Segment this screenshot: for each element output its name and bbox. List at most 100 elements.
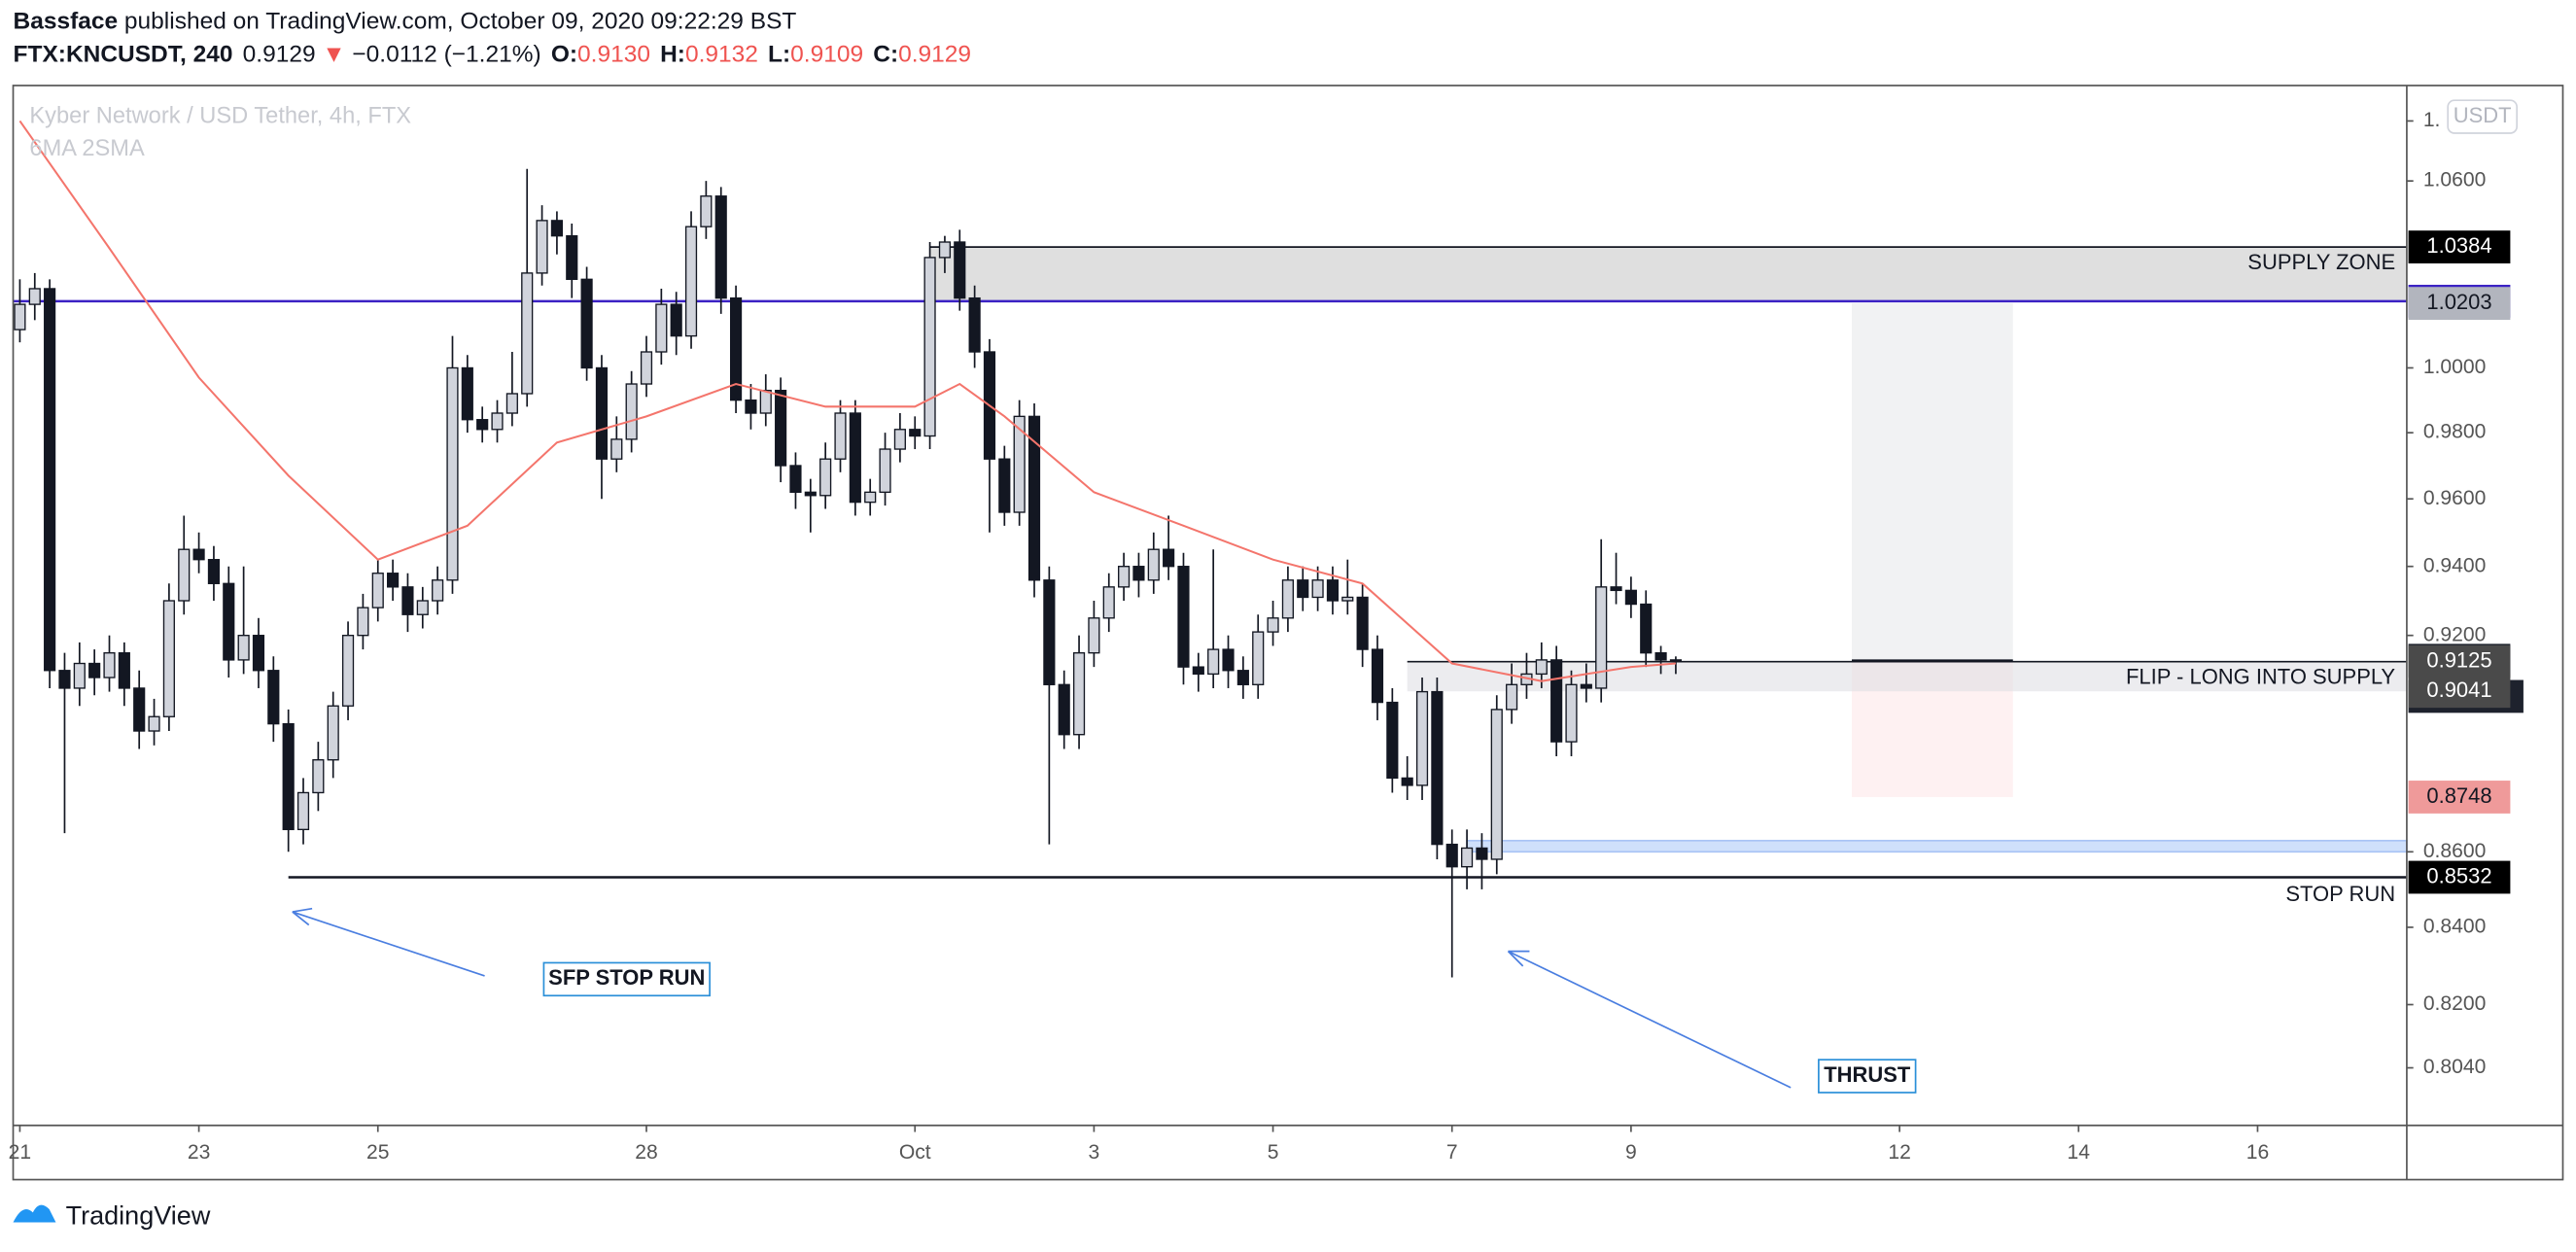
x-tick-label: 9 [1625,1141,1637,1164]
price-badge-label: 0.9041 [2426,678,2491,702]
candle-body [207,559,221,584]
candle-body [1476,847,1488,860]
candle-body [1386,701,1399,780]
candle-body [28,288,41,305]
candle-body [625,383,638,440]
candle-body [714,195,727,299]
candle-body [476,419,489,431]
x-tick-label: 5 [1268,1141,1279,1164]
candle-body [491,412,504,431]
candle-body [954,241,966,299]
candle-body [1610,586,1622,592]
supply-zone-label: SUPPLY ZONE [2247,250,2395,274]
o-label: O: [551,42,577,68]
c-value: 0.9129 [898,42,971,68]
candle-body [1043,579,1056,685]
x-tick-label: 3 [1089,1141,1100,1164]
candle-body [237,635,250,661]
y-tick-label: 0.9400 [2423,554,2487,576]
price-badge [2408,644,2511,678]
candle-body [580,278,593,369]
symbol-line: FTX:KNCUSDT, 240 0.9129 ▼ −0.0112 (−1.21%) O… [14,42,972,68]
candle-body [1027,415,1041,581]
candle-body [968,296,981,353]
logo [13,1204,56,1223]
chart-title: Kyber Network / USD Tether, 4h, FTX [29,103,411,128]
candle-body [178,548,191,602]
candle-body [1192,666,1204,676]
demand-zone [1466,839,2408,853]
candle-body [1058,683,1070,736]
arrow-head [292,907,313,926]
y-tick-label: 0.8040 [2423,1056,2487,1078]
y-tick-label: 1. [2423,109,2441,131]
candle-body [162,600,175,717]
candle-body [1311,579,1324,599]
candle-body [550,220,563,237]
price-badge-label: 0.9125 [2426,648,2491,673]
header-line: Bassface published on TradingView.com, O… [14,9,797,35]
candle-body [595,366,609,460]
l-label: L: [768,42,790,68]
candle-body [14,303,26,330]
x-tick-label: Oct [899,1141,931,1164]
candle-body [148,715,160,732]
x-tick-label: 25 [366,1141,389,1164]
candle-body [923,257,936,437]
price-badge-label: 1.0203 [2426,290,2491,314]
candle-body [103,652,116,678]
candle-body [1356,596,1369,650]
candle-body [118,652,130,689]
candle-body [1102,586,1115,619]
change: −0.0112 (−1.21%) [352,42,540,68]
candle-body [536,220,548,274]
x-tick-label: 12 [1888,1141,1910,1164]
x-tick-label: 7 [1446,1141,1458,1164]
candle-body [327,705,339,761]
candle-body [1490,709,1503,860]
candle-body [1207,648,1220,676]
price-badge-label: 0.8748 [2426,783,2491,808]
candle-body [1550,659,1563,743]
candle-body [1297,579,1309,599]
candle-body [192,548,205,561]
position-target [1852,303,2013,661]
stop-run-label: STOP RUN [2285,882,2395,906]
candle-body [670,303,682,337]
candle-body [998,458,1011,513]
candle-body [1640,603,1653,654]
candle-body [684,226,698,337]
candle-body [1147,548,1160,581]
candle-body [58,670,71,689]
candle-body [909,429,922,437]
candle-body [1595,586,1608,689]
x-tick-label: 23 [188,1141,210,1164]
x-tick-label: 21 [9,1141,31,1164]
x-tick-label: 28 [635,1141,657,1164]
candle-body [1654,652,1667,661]
y-tick-label: 0.9600 [2423,487,2487,509]
price-badge-label: 1.0384 [2426,233,2491,258]
h-value: 0.9132 [685,42,758,68]
candle-body [73,662,86,689]
price-badge [2408,781,2511,814]
candle-body [864,491,877,504]
candle-body [1088,617,1100,654]
candle-body [1252,631,1265,685]
arrow-head [1507,950,1530,967]
candle-body [1013,415,1026,513]
candle-body [819,458,832,497]
price-badge [2408,675,2511,709]
candle-body [267,670,280,725]
candle-body [1222,648,1235,672]
price-badge [2408,860,2511,894]
flip-zone-label: FLIP - LONG INTO SUPPLY [2126,664,2395,688]
y-tick-label: 0.9200 [2423,623,2487,645]
brand: TradingView [66,1201,211,1231]
moving-average [18,120,1677,682]
annotation-box [542,961,711,997]
h-label: H: [660,42,685,68]
published: published on TradingView.com, October 09… [118,9,796,35]
candle-body [461,366,473,421]
candle-body [1506,683,1518,711]
